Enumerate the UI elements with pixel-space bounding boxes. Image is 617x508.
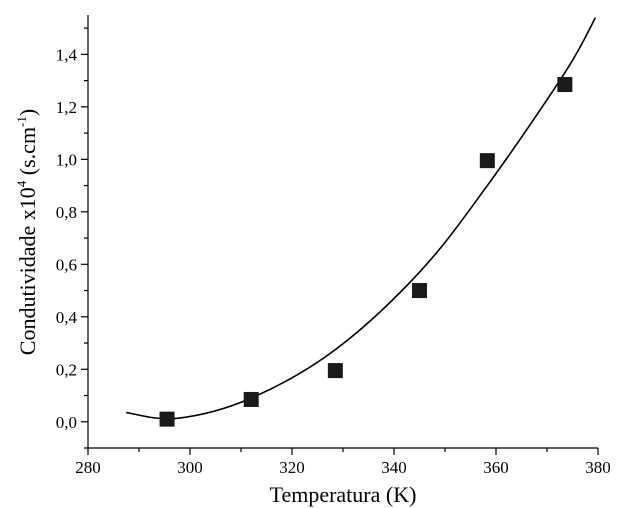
y-tick-label: 0,4: [56, 308, 78, 327]
y-tick-label: 0,6: [56, 255, 77, 274]
x-tick-label: 320: [279, 458, 305, 477]
x-axis-title: Temperatura (K): [270, 482, 417, 507]
y-axis-title-unit-exponent: -1: [14, 116, 29, 127]
data-point-marker: [243, 391, 259, 407]
y-axis-title-main: Condutividade x10: [15, 187, 40, 355]
data-point-marker: [479, 153, 495, 169]
y-tick-label: 0,8: [56, 203, 77, 222]
fit-curve-group: [126, 17, 597, 420]
data-point-marker: [327, 363, 343, 379]
y-tick-label: 0,2: [56, 360, 77, 379]
x-tick-label: 360: [483, 458, 509, 477]
y-tick-label: 0,0: [56, 413, 77, 432]
fit-curve: [126, 17, 597, 420]
data-markers: [159, 77, 573, 427]
x-tick-label: 380: [585, 458, 611, 477]
y-axis-ticks: 0,0 0,2 0,4 0,6 0,8 1,0 1,2 1,4: [56, 27, 88, 449]
axes: [87, 15, 598, 449]
y-axis-title-unit-open: (s.cm: [15, 127, 40, 181]
y-tick-label: 1,2: [56, 98, 77, 117]
data-point-marker: [159, 411, 175, 427]
data-point-marker: [412, 283, 427, 299]
x-tick-label: 340: [381, 458, 407, 477]
x-axis-ticks: 280 300 320 340 360 380: [75, 448, 611, 477]
y-tick-label: 1,4: [56, 45, 78, 64]
y-tick-label: 1,0: [56, 150, 77, 169]
x-tick-label: 300: [177, 458, 203, 477]
y-axis-title: Condutividade x104 (s.cm-1): [14, 109, 40, 355]
y-axis-title-unit-close: ): [15, 109, 40, 116]
x-tick-label: 280: [75, 458, 101, 477]
data-point-marker: [557, 77, 573, 93]
y-axis-title-exponent: 4: [14, 180, 29, 187]
